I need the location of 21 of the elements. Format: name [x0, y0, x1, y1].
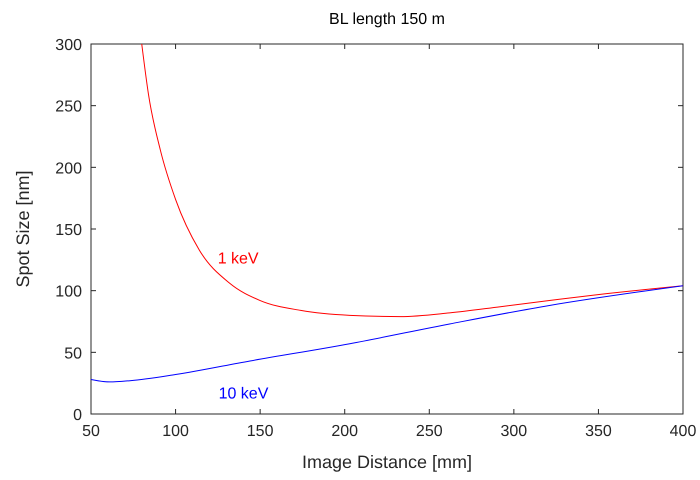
x-tick-label: 400: [670, 423, 696, 440]
x-tick-label: 100: [162, 423, 190, 440]
x-tick-label: 150: [246, 423, 274, 440]
line-series: [90, 285, 684, 382]
x-axis-title: Image Distance [mm]: [302, 452, 472, 472]
y-tick-label: 200: [55, 160, 82, 178]
series-label: 10 keV: [218, 386, 269, 403]
y-tick-label: 300: [55, 37, 82, 54]
x-tick-label: 250: [416, 423, 443, 440]
y-tick-label: 100: [55, 284, 82, 301]
y-tick-label: 50: [64, 345, 82, 362]
x-tick-label: 300: [500, 423, 528, 440]
x-tick-label: 350: [585, 423, 612, 440]
y-tick-label: 0: [73, 407, 82, 424]
y-tick-label: 150: [55, 222, 82, 239]
y-axis-title: Spot Size [nm]: [13, 170, 33, 288]
y-tick-label: 250: [55, 98, 82, 116]
chart-title: BL length 150 m: [329, 11, 445, 28]
x-tick-label: 200: [331, 423, 358, 440]
x-tick-label: 50: [82, 423, 100, 440]
series-label: 1 keV: [218, 250, 259, 268]
